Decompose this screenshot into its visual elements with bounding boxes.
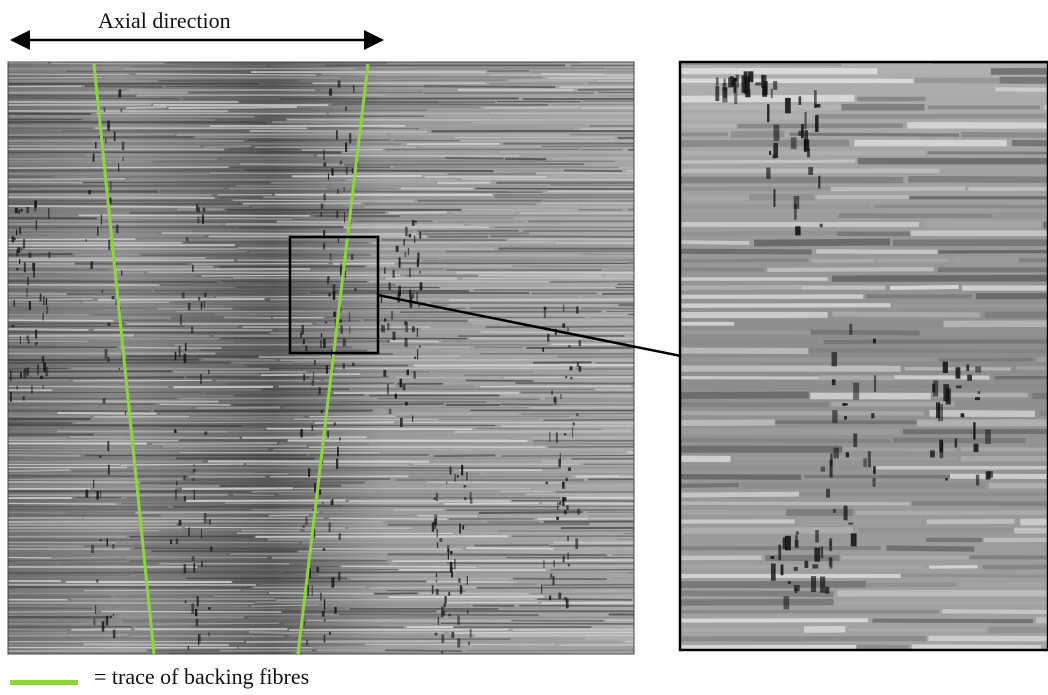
crack-marks xyxy=(10,80,582,654)
axial-direction-label: Axial direction xyxy=(98,8,231,33)
zoomed-fibre-texture xyxy=(680,62,1048,650)
zoom-connector-line xyxy=(377,293,682,358)
main-micrograph xyxy=(8,62,634,654)
legend-label: = trace of backing fibres xyxy=(94,664,310,689)
backing-fibre-trace-right xyxy=(296,63,370,655)
legend-swatch xyxy=(10,680,78,685)
zoomed-micrograph xyxy=(680,62,1048,650)
zoomed-crack-marks xyxy=(715,71,993,610)
backing-fibre-trace-left xyxy=(92,63,156,655)
